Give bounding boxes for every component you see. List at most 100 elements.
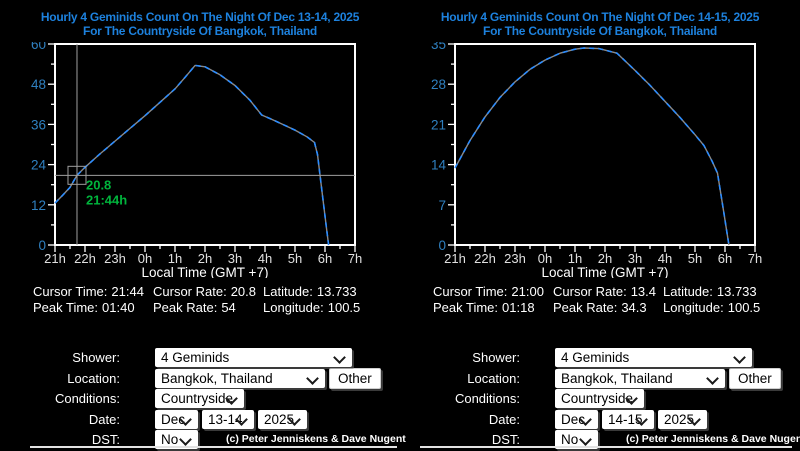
flux-curve xyxy=(54,64,330,246)
month-select[interactable]: Dec xyxy=(155,409,198,429)
flux-curve-base xyxy=(454,47,730,246)
settings-form: Shower: 4 Geminids Location: Bangkok, Th… xyxy=(400,348,800,449)
dst-label: DST: xyxy=(91,432,120,447)
x-tick-label: 0h xyxy=(138,251,152,266)
x-tick-label: 6h xyxy=(718,251,732,266)
x-tick-label: 23h xyxy=(504,251,526,266)
plot-frame xyxy=(54,43,356,246)
conditions-label: Conditions: xyxy=(54,391,120,406)
x-axis-title: Local Time (GMT +7) xyxy=(142,265,269,278)
y-tick-label: 60 xyxy=(31,42,46,52)
copyright-text: (c) Peter Jenniskens & Dave Nugent xyxy=(626,433,800,445)
chart-info: Cursor Time: 21:44 Cursor Rate: 20.8 Latit… xyxy=(0,284,400,315)
x-tick-label: 1h xyxy=(168,251,182,266)
x-tick-label: 2h xyxy=(598,251,612,266)
x-tick-label: 21h xyxy=(44,251,66,266)
other-location-button[interactable]: Other xyxy=(729,367,781,389)
y-tick-label: 36 xyxy=(31,117,46,132)
chart-title-line2: For The Countryside Of Bangkok, Thailand xyxy=(82,24,318,38)
flux-chart[interactable]: 0 7 14 21 28 35 21h 22h 23h 0h 1h 2h 3h 4h 5h 6h 7h Local… xyxy=(400,42,800,278)
night-select[interactable]: 13-14 xyxy=(202,409,254,429)
chevron-down-icon xyxy=(706,371,719,385)
chart-title: Hourly 4 Geminids Count On The Night Of … xyxy=(400,0,800,42)
year-select[interactable]: 2025 xyxy=(658,409,707,429)
conditions-label: Conditions: xyxy=(454,391,520,406)
x-tick-label: 3h xyxy=(228,251,242,266)
x-tick-label: 4h xyxy=(258,251,272,266)
y-tick-label: 0 xyxy=(438,238,446,253)
settings-form: Shower: 4 Geminids Location: Bangkok, Th… xyxy=(0,348,406,449)
x-tick-label: 5h xyxy=(688,251,702,266)
shower-label: Shower: xyxy=(472,350,520,365)
chevron-down-icon xyxy=(579,433,592,446)
cursor-time: Cursor Time: 21:00 xyxy=(433,284,544,299)
chart-info: Cursor Time: 21:00 Cursor Rate: 13.4 Latit… xyxy=(400,284,800,315)
flux-curve-base xyxy=(54,64,330,246)
longitude: Longitude: 100.5 xyxy=(263,299,361,315)
x-tick-label: 22h xyxy=(74,251,96,266)
latitude: Latitude: 13.733 xyxy=(263,284,357,299)
dst-select[interactable]: No xyxy=(555,430,598,449)
date-label: Date: xyxy=(488,411,520,427)
y-tick-label: 0 xyxy=(38,238,46,253)
location-select[interactable]: Bangkok, Thailand xyxy=(155,368,325,388)
year-select[interactable]: 2025 xyxy=(258,409,307,429)
chart-title: Hourly 4 Geminids Count On The Night Of … xyxy=(0,0,400,42)
longitude: Longitude: 100.5 xyxy=(663,299,761,315)
chevron-down-icon xyxy=(333,351,346,364)
x-tick-label: 22h xyxy=(474,251,496,266)
below-fold-element-edge xyxy=(30,446,397,448)
y-tick-label: 28 xyxy=(431,77,446,92)
location-label: Location: xyxy=(67,370,120,386)
y-tick-label: 7 xyxy=(438,198,446,213)
conditions-select[interactable]: Countryside xyxy=(555,389,644,408)
dst-label: DST: xyxy=(491,432,520,447)
x-tick-label: 7h xyxy=(748,251,762,266)
peak-time: Peak Time: 01:18 xyxy=(433,299,535,315)
x-tick-label: 7h xyxy=(348,251,362,266)
date-label: Date: xyxy=(88,411,120,427)
peak-rate: Peak Rate: 34.3 xyxy=(553,299,647,315)
chevron-down-icon xyxy=(306,371,319,385)
cursor-time-label: 21:44h xyxy=(86,192,127,207)
x-tick-label: 4h xyxy=(658,251,672,266)
cursor-rate: Cursor Rate: 13.4 xyxy=(553,284,657,299)
peak-time: Peak Time: 01:40 xyxy=(33,299,135,315)
copyright-text: (c) Peter Jenniskens & Dave Nugent xyxy=(226,433,406,445)
y-tick-label: 12 xyxy=(31,198,46,213)
x-tick-label: 5h xyxy=(288,251,302,266)
other-location-button[interactable]: Other xyxy=(329,367,381,389)
conditions-select[interactable]: Countryside xyxy=(155,389,244,408)
left-panel: Hourly 4 Geminids Count On The Night Of … xyxy=(0,0,406,449)
shower-select[interactable]: 4 Geminids xyxy=(155,348,352,367)
plot-frame xyxy=(454,43,756,246)
y-tick-label: 48 xyxy=(31,77,46,92)
peak-rate: Peak Rate: 54 xyxy=(153,299,236,315)
x-tick-label: 0h xyxy=(538,251,552,266)
flux-curve xyxy=(454,47,730,246)
chevron-down-icon xyxy=(733,351,746,364)
month-select[interactable]: Dec xyxy=(555,409,598,429)
y-tick-label: 24 xyxy=(31,158,47,173)
y-tick-label: 35 xyxy=(431,42,446,52)
cursor-box[interactable] xyxy=(67,165,87,185)
chart-title-line1: Hourly 4 Geminids Count On The Night Of … xyxy=(440,10,760,24)
cursor-time: Cursor Time: 21:44 xyxy=(33,284,144,299)
night-select[interactable]: 14-15 xyxy=(602,409,654,429)
below-fold-element-edge xyxy=(420,446,792,448)
shower-select[interactable]: 4 Geminids xyxy=(555,348,752,367)
x-tick-label: 23h xyxy=(104,251,126,266)
latitude: Latitude: 13.733 xyxy=(663,284,757,299)
location-select[interactable]: Bangkok, Thailand xyxy=(555,368,725,388)
chart-title-line1: Hourly 4 Geminids Count On The Night Of … xyxy=(40,10,360,24)
shower-label: Shower: xyxy=(72,350,120,365)
dst-select[interactable]: No xyxy=(155,430,198,449)
x-axis-title: Local Time (GMT +7) xyxy=(542,265,669,278)
cursor-rate-label: 20.8 xyxy=(86,177,111,192)
x-tick-label: 6h xyxy=(318,251,332,266)
x-tick-label: 3h xyxy=(628,251,642,266)
flux-chart[interactable]: 0 12 24 36 48 60 21h 22h 23h 0h 1h 2h 3h 4h 5h 6h 7h Loca… xyxy=(0,42,400,278)
cursor-rate: Cursor Rate: 20.8 xyxy=(153,284,257,299)
